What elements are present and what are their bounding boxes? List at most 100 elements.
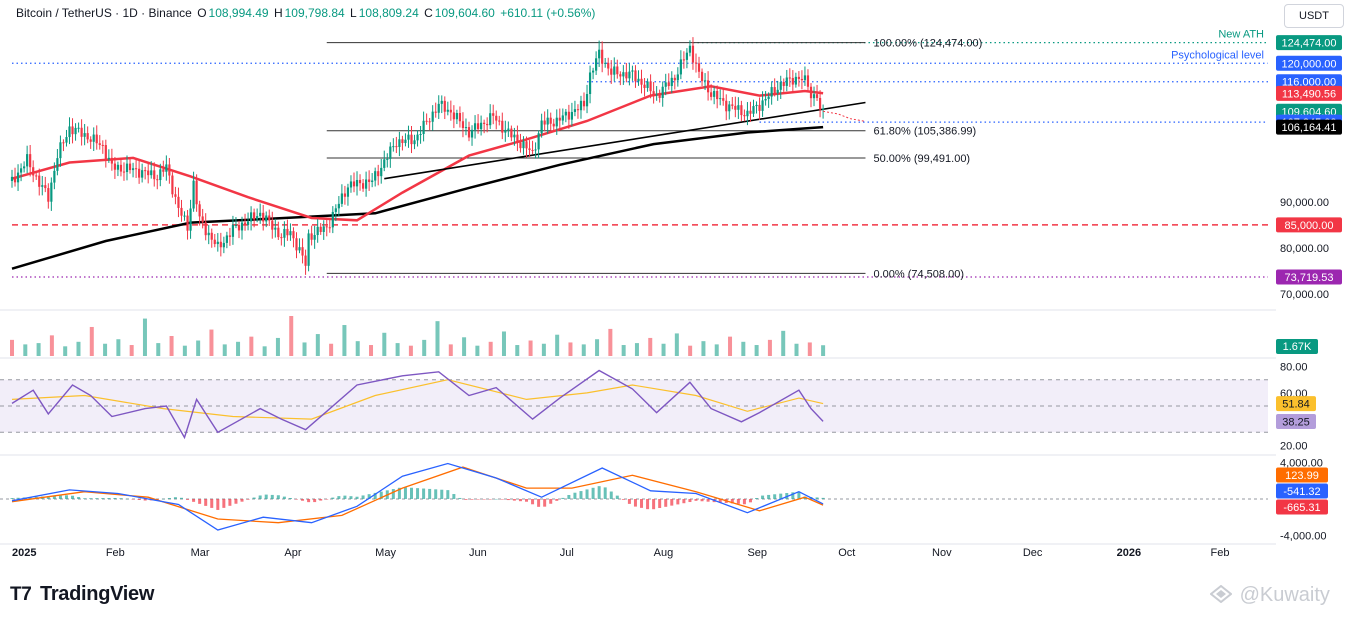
candle-body [519,142,522,149]
candle-body [749,110,752,114]
volume-bar [448,344,453,356]
candle-body [703,80,707,82]
price-badge-label: 124,474.00 [1281,38,1336,50]
candle-body [265,215,268,222]
tradingview-brand[interactable]: T7 TradingView [10,583,154,606]
candle-body [570,111,574,120]
candle-body [607,62,610,69]
watermark-diamond-icon [1209,584,1234,604]
candle-body [628,71,631,79]
macd-histogram-bar [288,497,292,499]
candle-body [667,82,670,87]
level-label: New ATH [1218,29,1264,41]
candle-body [782,82,785,86]
price-badge [1276,119,1342,135]
volume-bar [262,346,267,356]
candle-body [740,105,743,116]
level-label: Psychological level [1171,49,1264,61]
tradingview-logo-icon: T7 [10,584,32,605]
volume-bar [781,330,786,356]
time-axis-label: Aug [654,547,674,559]
candle-body [676,74,679,81]
candle-body [655,94,658,96]
candle-body [428,121,431,123]
macd-histogram-bar [488,499,492,500]
macd-histogram-bar [155,499,159,500]
projection-path [823,110,866,122]
candle-body [186,215,189,231]
macd-histogram-bar [791,492,795,499]
volume-bar [315,334,320,356]
symbol-header: Bitcoin / TetherUS · 1D · Binance O 108,9… [16,6,597,20]
price-badge [1276,217,1342,233]
candle-body [65,137,68,143]
brand-name: TradingView [40,583,155,605]
candle-body [452,112,455,120]
macd-histogram-bar [319,499,323,501]
candle-body [183,215,186,217]
candle-body [101,144,104,146]
candle-body [776,89,779,94]
candle-body [549,117,552,124]
macd-histogram-bar [252,497,256,499]
candle-body [13,176,17,183]
candle-body [32,167,35,176]
candle-body [455,112,458,120]
candle-body [706,80,710,93]
volume-bar [36,343,41,356]
candle-body [573,109,577,112]
price-badge-label: 120,000.00 [1281,58,1336,70]
macd-histogram-bar [83,498,87,499]
macd-histogram-bar [325,499,329,500]
candle-body [419,134,422,136]
candle-body [764,98,767,101]
macd-histogram-bar [561,497,565,499]
volume-badge-label: 1.67K [1283,341,1312,353]
candle-body [685,52,689,60]
candle-body [803,75,807,81]
candle-body [107,157,110,160]
macd-histogram-bar [646,499,650,510]
candle-body [231,225,235,237]
macd-histogram-bar [301,499,305,501]
macd-histogram-bar [476,499,480,500]
watermark-text: @Kuwaity [1239,584,1330,606]
currency-button[interactable]: USDT [1284,4,1344,28]
volume-bar [342,325,347,356]
candle-body [722,98,725,101]
candle-body [743,115,746,117]
candle-body [289,231,292,236]
time-axis-label: Nov [932,547,952,559]
macd-histogram-bar [567,494,571,499]
macd-histogram-bar [216,499,220,510]
candle-body [268,215,271,221]
candle-body [168,164,171,176]
high-label: H [273,6,283,20]
candle-body [246,221,250,225]
candle-body [595,58,598,71]
candle-body [598,49,601,59]
candle-body [189,208,192,231]
volume-bar [355,341,360,356]
candle-body [646,81,649,88]
macd-histogram-bar [355,496,359,499]
candle-body [546,117,549,125]
macd-histogram-bar [627,499,631,504]
volume-bar [103,343,108,356]
macd-histogram-bar [307,499,311,503]
candle-body [286,228,289,236]
macd-histogram-bar [101,498,105,499]
time-axis-label: Sep [747,547,767,559]
rsi-axis-label: 80.00 [1280,362,1308,374]
candle-body [619,74,622,77]
candle-body [371,180,374,182]
candle-body [374,171,377,181]
candle-body [162,169,165,172]
symbol-title: Bitcoin / TetherUS · 1D · Binance [16,6,192,20]
macd-histogram-bar [676,499,680,505]
volume-bar [807,342,812,356]
macd-histogram-bar [204,499,208,506]
price-badge-label: 85,000.00 [1285,220,1334,232]
candle-body [758,104,761,111]
